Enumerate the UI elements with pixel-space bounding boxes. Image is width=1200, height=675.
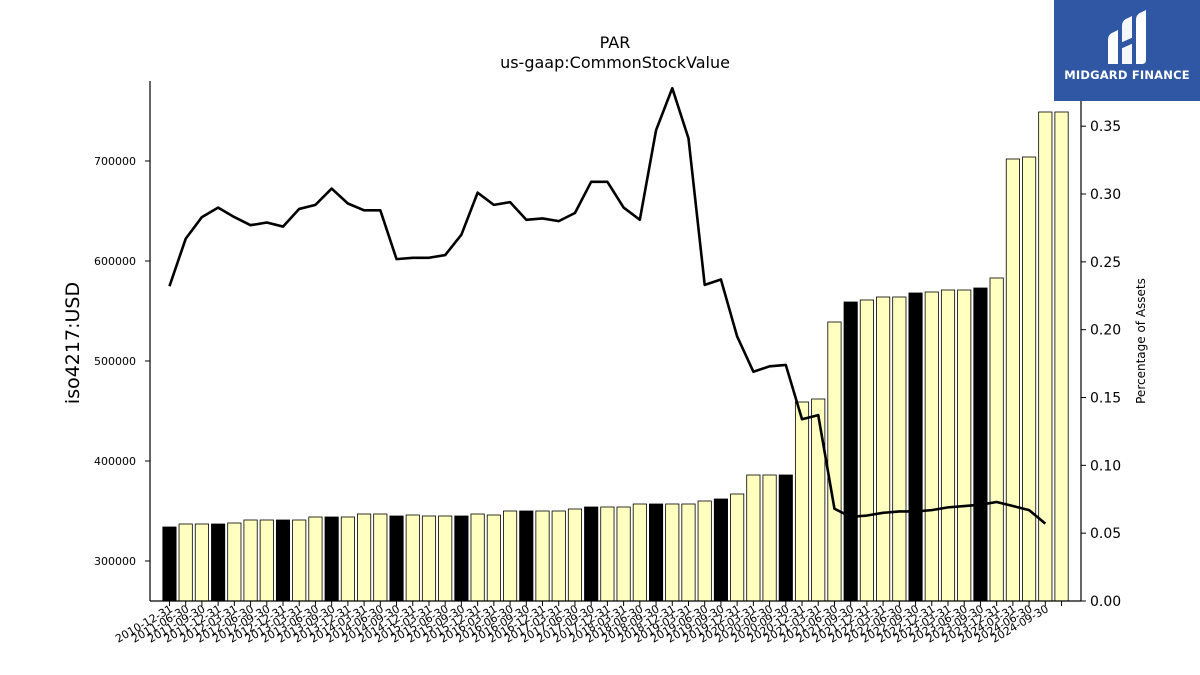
bar [486,514,501,602]
bar [389,515,404,602]
bar [243,519,258,602]
bar [681,503,696,602]
bar [924,291,939,602]
y-tick-label: 600000 [94,255,136,268]
bar [794,401,810,602]
bar [373,513,388,602]
bar [308,516,323,602]
bar [892,296,907,602]
bar [989,277,1004,602]
bar [730,493,745,602]
bar [600,506,615,602]
bars-layer [162,111,1069,602]
logo-text: MIDGARD FINANCE [1064,68,1190,82]
y2-tick-label: 0.25 [1090,255,1121,271]
chart-title: PAR [600,33,631,52]
bar [859,299,874,602]
bar [421,515,437,602]
y2-tick-label: 0.35 [1090,119,1121,135]
bar [1054,111,1069,602]
bar [567,508,582,602]
bar [778,474,793,602]
bar [843,301,858,602]
y2-tick-label: 0.15 [1090,391,1121,407]
bar [405,514,420,602]
y-tick-label: 700000 [94,155,136,168]
y-tick-label: 300000 [94,555,136,568]
bar [957,289,972,602]
bar [746,474,761,602]
bar [811,398,826,602]
y-tick-label: 400000 [94,455,136,468]
percentage-line [168,86,1047,525]
bar [292,519,307,602]
bar [697,500,712,602]
bar [259,519,274,602]
bar [584,506,599,602]
y2-tick-label: 0.05 [1090,526,1121,542]
bar [275,519,291,602]
bar [665,503,680,602]
chart-subtitle: us-gaap:CommonStockValue [500,53,730,72]
bar [503,510,518,602]
bar [551,510,566,602]
bar [454,515,469,602]
bar [973,287,988,602]
y-tick-label: 500000 [94,355,136,368]
bar [1038,111,1053,602]
ticks-layer: 300000 400000 500000 600000 700000 0.00 0.05 0.… [94,119,1121,645]
line-layer [168,86,1047,525]
bar [162,526,177,602]
bar [649,503,664,602]
bar [1005,158,1020,602]
y2-tick-label: 0.20 [1090,323,1121,339]
bar [211,523,226,602]
y2-axis-label: Percentage of Assets [1134,278,1148,404]
bar [178,523,193,602]
bar [940,289,956,602]
bar [1022,156,1037,602]
bar [470,513,485,602]
bar [876,296,891,602]
y2-tick-label: 0.10 [1090,458,1121,474]
axes-layer [149,81,1082,602]
y-axis-label: iso4217:USD [62,282,84,404]
bar [632,503,647,602]
bar [438,515,453,602]
bar [324,516,339,602]
bar [616,506,631,602]
bar [827,321,842,602]
bar [194,523,209,602]
bar [762,474,777,602]
bar [713,498,728,602]
bar [227,522,242,602]
bar [340,516,355,602]
y2-tick-label: 0.00 [1090,594,1121,610]
y2-tick-label: 0.30 [1090,187,1121,203]
logo-mark-icon [1108,10,1146,64]
bar [908,292,923,602]
bar [535,510,550,602]
bar [519,510,534,602]
midgard-finance-logo: MIDGARD FINANCE [1054,0,1200,101]
bar [357,513,372,602]
